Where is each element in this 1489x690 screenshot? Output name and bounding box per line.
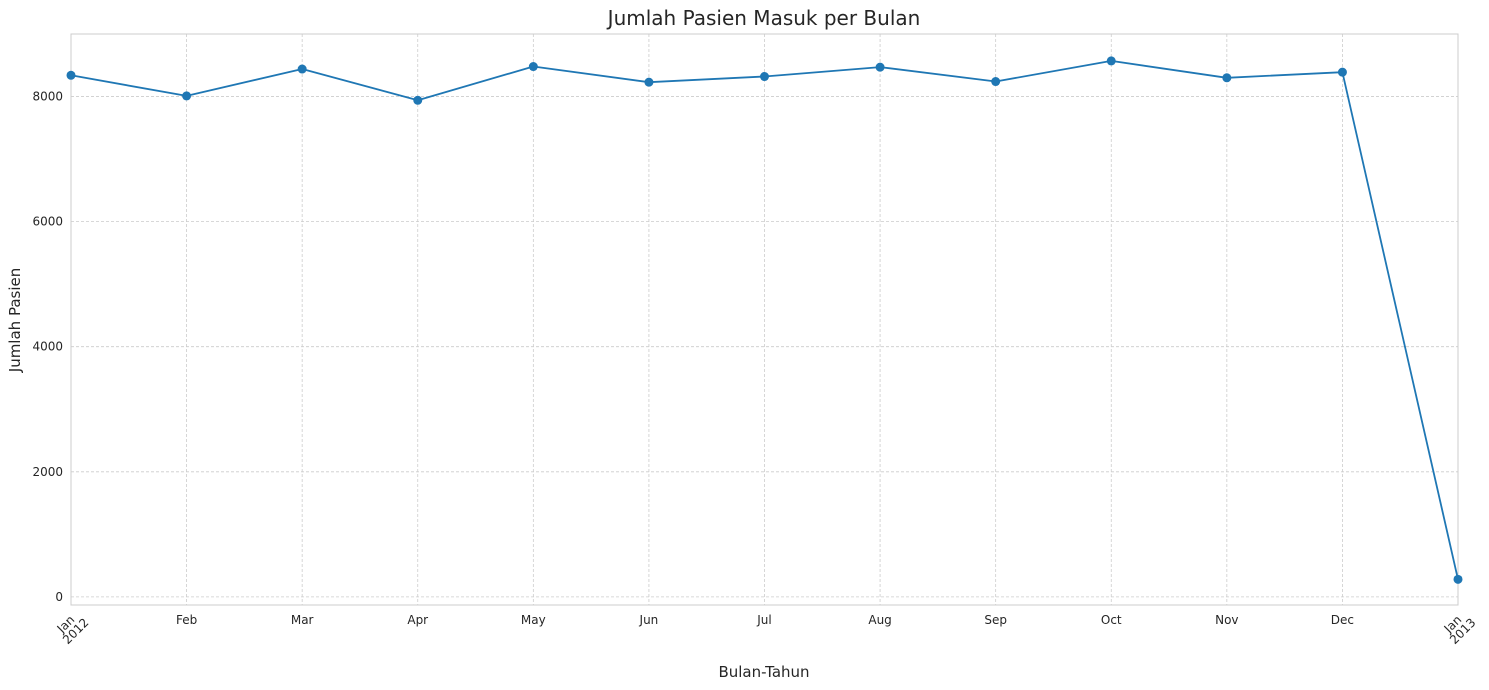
y-axis-label: Jumlah Pasien [6, 268, 24, 373]
data-point [182, 91, 192, 101]
x-tick-label-month: Apr [407, 613, 428, 627]
y-axis-ticks: 0 2000 4000 6000 8000 [32, 90, 63, 604]
data-point [644, 77, 654, 87]
data-point [528, 62, 538, 72]
data-point [66, 70, 76, 80]
data-point [1222, 73, 1232, 83]
data-point [760, 72, 769, 82]
x-tick-label-month: Mar [291, 613, 314, 627]
chart-title: Jumlah Pasien Masuk per Bulan [606, 6, 921, 30]
data-point [1106, 56, 1116, 66]
x-tick-label-month: May [521, 613, 546, 627]
y-tick-label: 6000 [32, 215, 63, 229]
data-point [1337, 67, 1347, 77]
y-tick-label: 2000 [32, 465, 63, 479]
x-tick-label-month: Jul [756, 613, 771, 627]
plot-area-frame [70, 33, 1459, 606]
series-layer [66, 56, 1463, 584]
grid-layer [70, 34, 1459, 605]
data-point [297, 64, 307, 74]
x-tick-label-month: Oct [1101, 613, 1122, 627]
data-point [875, 62, 885, 72]
x-tick-label-month: Sep [984, 613, 1007, 627]
x-tick-label-month: Jun [639, 613, 659, 627]
x-tick-label-month: Feb [176, 613, 197, 627]
data-point [991, 77, 1001, 87]
y-tick-label: 0 [55, 590, 63, 604]
y-tick-label: 4000 [32, 340, 63, 354]
x-tick-label-month: Nov [1215, 613, 1238, 627]
x-tick-label-month: Dec [1331, 613, 1354, 627]
y-tick-label: 8000 [32, 90, 63, 104]
x-axis-label: Bulan-Tahun [718, 663, 809, 681]
x-tick-label-month: Aug [868, 613, 891, 627]
data-point [1453, 574, 1463, 584]
data-point [413, 95, 423, 105]
